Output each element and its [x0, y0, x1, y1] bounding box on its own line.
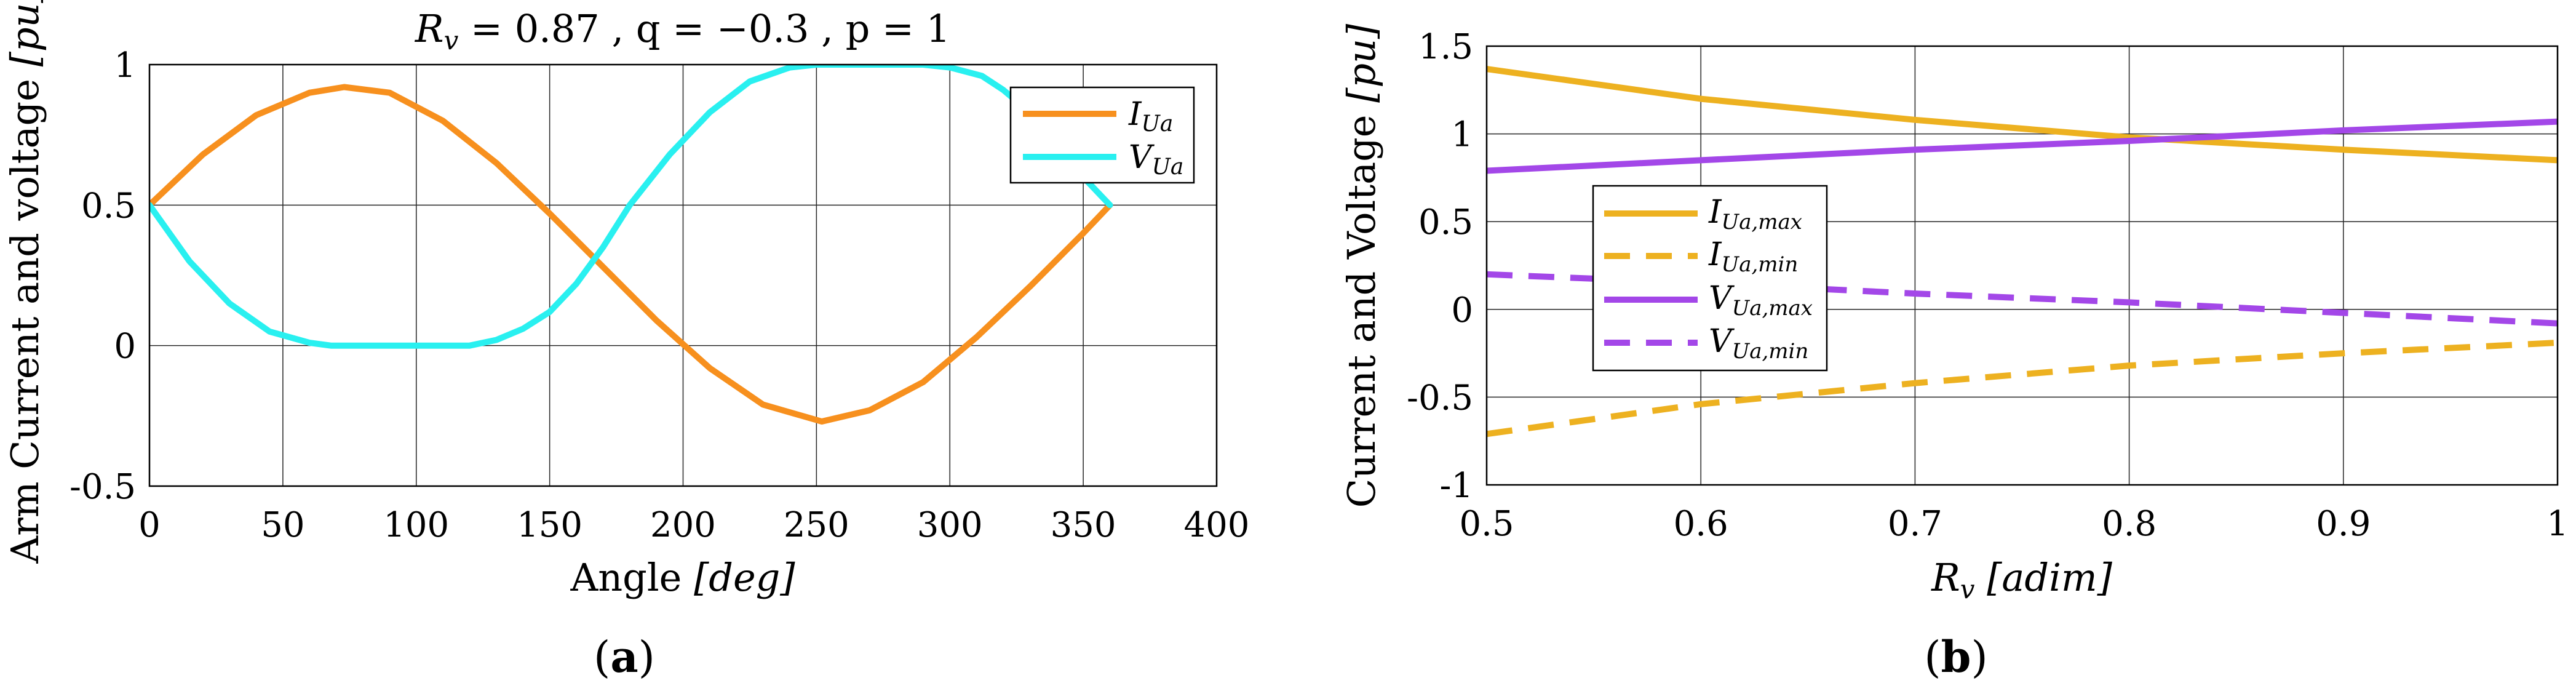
- x-tick-a-8: 400: [1184, 505, 1250, 545]
- series-line-b-0: [1487, 66, 2558, 164]
- y-tick-b-5: 1.5: [1418, 27, 1473, 67]
- y-tick-b-2: 0: [1451, 290, 1473, 330]
- x-axis-label-a-text: Angle: [570, 555, 694, 600]
- x-axis-label-a-unit: [deg]: [694, 555, 795, 600]
- chart-title-a: Rv = 0.87 , q = −0.3 , p = 1: [415, 6, 950, 55]
- legend-a-label-1: VUa: [1129, 139, 1183, 180]
- title-a-symbol: R: [415, 6, 444, 51]
- caption-a: (a): [594, 631, 655, 682]
- legend-a-label-0-name: I: [1128, 96, 1142, 133]
- x-tick-b-5: 1: [2546, 504, 2569, 544]
- title-a-rest: = 0.87 , q = −0.3 , p = 1: [458, 6, 950, 51]
- y-tick-a-0: -0.5: [70, 467, 136, 507]
- y-tick-a-1: 0: [114, 327, 136, 367]
- legend-b-label-2: VUa,max: [1709, 280, 1813, 321]
- x-tick-a-6: 300: [917, 505, 983, 545]
- series-line-a-0: [149, 84, 1113, 425]
- y-axis-label-b-text: Current and Voltage: [1339, 103, 1384, 508]
- series-line-b-1: [1487, 340, 2558, 437]
- legend-b-label-1-name: I: [1708, 236, 1722, 273]
- x-axis-label-b-symbol: R: [1931, 555, 1960, 600]
- x-axis-label-a: Angle [deg]: [570, 555, 795, 600]
- x-tick-b-1: 0.6: [1674, 504, 1728, 544]
- legend-b-label-2-name: V: [1709, 280, 1735, 317]
- legend-a-label-1-sub: Ua: [1152, 154, 1184, 180]
- y-axis-label-b-unit: [pu]: [1339, 23, 1384, 103]
- x-tick-labels-a: 0 50 100 150 200 250 300 350 400: [138, 505, 1249, 545]
- y-axis-label-b: Current and Voltage [pu]: [1339, 23, 1384, 508]
- series-line-b-2: [1487, 118, 2558, 174]
- legend-a-label-0-sub: Ua: [1142, 111, 1174, 137]
- caption-b-letter: b: [1941, 631, 1971, 682]
- x-axis-label-b: Rv [adim]: [1931, 555, 2113, 604]
- x-tick-b-0: 0.5: [1459, 504, 1514, 544]
- y-tick-b-0: -1: [1439, 466, 1473, 506]
- legend-b-label-3: VUa,min: [1709, 323, 1808, 364]
- series-line-a-1: [149, 65, 1113, 349]
- y-tick-b-4: 1: [1451, 115, 1473, 155]
- legend-a: IUa VUa: [1009, 86, 1195, 184]
- x-tick-a-3: 150: [517, 505, 582, 545]
- caption-b: (b): [1924, 631, 1988, 682]
- x-tick-a-7: 350: [1051, 505, 1116, 545]
- chart-panel-b: 0.5 0.6 0.7 0.8 0.9 1 -1 -0.5 0 0.5 1 1.5 Rv [adim…: [1339, 23, 2569, 682]
- x-tick-b-2: 0.7: [1888, 504, 1942, 544]
- legend-b-label-0-name: I: [1708, 194, 1722, 231]
- x-tick-a-0: 0: [138, 505, 161, 545]
- series-group-a: [149, 65, 1113, 425]
- caption-a-letter: a: [610, 631, 638, 682]
- legend-b-label-3-name: V: [1709, 323, 1735, 360]
- y-tick-b-3: 0.5: [1418, 202, 1473, 242]
- y-axis-label-a: Arm Current and voltage [pu]: [2, 0, 47, 564]
- x-tick-a-2: 100: [383, 505, 449, 545]
- legend-a-box: [1009, 86, 1195, 184]
- x-axis-label-b-unit: [adim]: [1975, 555, 2113, 600]
- legend-b-label-3-sub: Ua,min: [1732, 339, 1809, 364]
- legend-a-label-0: IUa: [1128, 96, 1173, 137]
- y-tick-a-2: 0.5: [81, 186, 136, 226]
- x-axis-label-b-subscript: v: [1960, 574, 1975, 604]
- y-tick-b-1: -0.5: [1407, 378, 1473, 418]
- legend-b-label-1-sub: Ua,min: [1722, 252, 1799, 277]
- y-tick-labels-b: -1 -0.5 0 0.5 1 1.5: [1407, 27, 1473, 506]
- title-a-subscript: v: [444, 25, 459, 55]
- chart-panel-a: 0 50 100 150 200 250 300 350 400 -0.500.51 Rv = …: [2, 0, 1249, 682]
- y-axis-label-a-unit: [pu]: [2, 0, 47, 66]
- x-tick-a-1: 50: [261, 505, 304, 545]
- legend-b-label-1: IUa,min: [1708, 236, 1798, 277]
- x-tick-a-5: 250: [784, 505, 849, 545]
- legend-b-label-0: IUa,max: [1708, 194, 1802, 234]
- plot-frame-a: [148, 63, 1218, 487]
- x-tick-b-3: 0.8: [2102, 504, 2157, 544]
- plot-frame-b: [1485, 45, 2559, 486]
- y-tick-a-3: 1: [114, 46, 136, 86]
- x-tick-a-4: 200: [650, 505, 716, 545]
- legend-b-label-0-sub: Ua,max: [1722, 210, 1802, 234]
- y-tick-labels-a: -0.5 0 0.5 1: [70, 46, 136, 507]
- x-tick-labels-b: 0.5 0.6 0.7 0.8 0.9 1: [1459, 504, 2568, 544]
- y-axis-label-a-text: Arm Current and voltage: [2, 66, 47, 564]
- legend-b-label-2-sub: Ua,max: [1732, 296, 1813, 321]
- x-tick-b-4: 0.9: [2316, 504, 2371, 544]
- legend-a-label-1-name: V: [1129, 139, 1155, 176]
- legend-b: IUa,max IUa,min VUa,max VUa,min: [1592, 185, 1828, 372]
